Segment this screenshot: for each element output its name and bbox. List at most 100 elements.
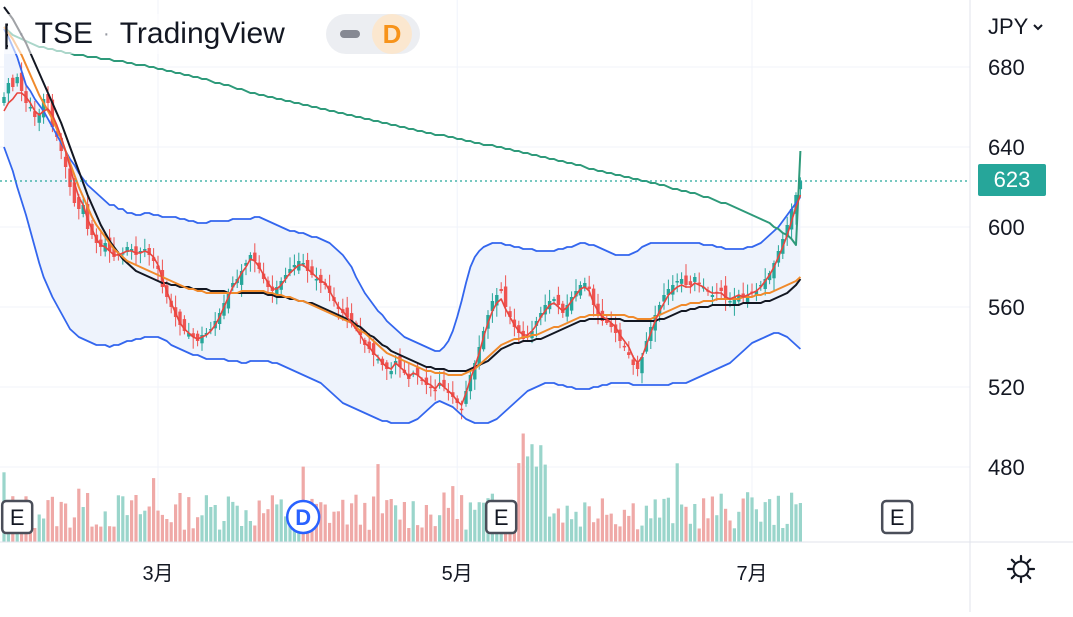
- candle-body: [151, 257, 156, 261]
- volume-bar: [226, 496, 230, 542]
- volume-bar: [275, 504, 279, 542]
- candle-body: [666, 289, 671, 295]
- candle-body: [19, 72, 24, 91]
- volume-bar: [680, 504, 684, 542]
- bollinger-lower-line: [3, 146, 802, 424]
- candle-body: [679, 279, 684, 284]
- candle-body: [798, 181, 803, 190]
- volume-bar: [42, 518, 46, 542]
- candle-body: [182, 319, 187, 331]
- candle-body: [68, 168, 72, 187]
- volume-bar: [81, 507, 85, 542]
- volume-bar: [398, 519, 402, 542]
- volume-bar: [785, 523, 789, 542]
- volume-bar: [675, 463, 679, 542]
- y-tick-label: 640: [988, 135, 1025, 160]
- moving-average-long-line: [3, 26, 802, 246]
- volume-bar: [402, 502, 406, 542]
- candle-body: [143, 249, 147, 251]
- volume-bar: [209, 507, 213, 542]
- volume-bar: [539, 445, 543, 542]
- candle-body: [77, 197, 81, 209]
- volume-bar: [147, 506, 151, 542]
- volume-bar: [693, 504, 697, 542]
- volume-bar: [776, 495, 780, 542]
- bollinger-fill: [4, 29, 801, 423]
- volume-bar: [328, 522, 332, 542]
- volume-bar: [33, 528, 37, 542]
- candle-body: [46, 94, 50, 103]
- volume-bar: [182, 529, 186, 542]
- candle-body: [33, 111, 37, 117]
- volume-bar: [134, 495, 138, 542]
- candle-body: [723, 285, 728, 299]
- volume-bar: [284, 516, 288, 542]
- volume-bar: [59, 501, 63, 542]
- volume-bar: [715, 515, 719, 542]
- volume-bar: [605, 514, 609, 542]
- volume-bar: [50, 496, 54, 542]
- volume-bar: [64, 503, 68, 542]
- interval-pill[interactable]: D: [326, 14, 420, 54]
- volume-bar: [534, 466, 538, 542]
- volume-bar: [130, 500, 134, 542]
- candle-body: [385, 362, 389, 369]
- volume-bar: [143, 510, 147, 542]
- candle-body: [37, 113, 41, 123]
- volume-bar: [213, 505, 217, 542]
- volume-bar: [169, 522, 173, 542]
- candle-body: [253, 252, 257, 261]
- candle-body: [640, 357, 644, 374]
- volume-bar: [517, 463, 521, 542]
- candle-body: [719, 287, 723, 291]
- volume-bar: [746, 492, 750, 542]
- volume-bar: [125, 515, 129, 542]
- candle-body: [772, 263, 776, 279]
- volume-bar: [257, 500, 261, 542]
- candle-body: [473, 363, 477, 380]
- candle-body: [631, 359, 635, 365]
- volume-bar: [798, 503, 802, 542]
- dividend-marker-label: D: [295, 505, 311, 530]
- volume-bar: [684, 506, 688, 542]
- symbol-header[interactable]: 日 · TSE · TradingView: [0, 14, 293, 54]
- currency-selector[interactable]: JPY: [988, 14, 1044, 40]
- volume-bar: [587, 506, 591, 542]
- volume-bar: [174, 504, 178, 542]
- candle-body: [459, 408, 464, 411]
- volume-bar: [165, 519, 169, 542]
- candle-body: [583, 283, 587, 289]
- volume-bar: [570, 519, 574, 542]
- candle-body: [420, 379, 424, 381]
- candle-body: [499, 289, 503, 291]
- candle-body: [231, 283, 235, 288]
- source-label: TradingView: [119, 17, 285, 50]
- candle-body: [675, 281, 679, 283]
- volume-bar: [662, 498, 666, 542]
- volume-bar: [530, 444, 534, 542]
- candle-body: [609, 323, 613, 327]
- volume-bar: [178, 493, 182, 542]
- gear-icon[interactable]: [1006, 554, 1036, 584]
- volume-bar: [235, 505, 239, 542]
- candle-body: [429, 386, 433, 389]
- candle-body: [477, 347, 481, 366]
- candle-body: [41, 99, 46, 118]
- earnings-marker-label: E: [10, 505, 25, 530]
- candle-body: [503, 286, 508, 307]
- candle-body: [684, 275, 688, 285]
- volume-bar: [759, 521, 763, 542]
- volume-bar: [768, 499, 772, 542]
- volume-bar: [460, 495, 464, 542]
- candle-body: [424, 377, 429, 385]
- candle-body: [371, 343, 376, 355]
- candle-body: [239, 271, 244, 285]
- volume-bar: [358, 524, 362, 542]
- candle-body: [552, 299, 556, 301]
- volume-bar: [473, 509, 477, 542]
- volume-bar: [416, 525, 420, 542]
- volume-bar: [112, 526, 116, 542]
- candle-body: [539, 313, 543, 318]
- volume-bar: [724, 508, 728, 542]
- candle-body: [248, 255, 253, 261]
